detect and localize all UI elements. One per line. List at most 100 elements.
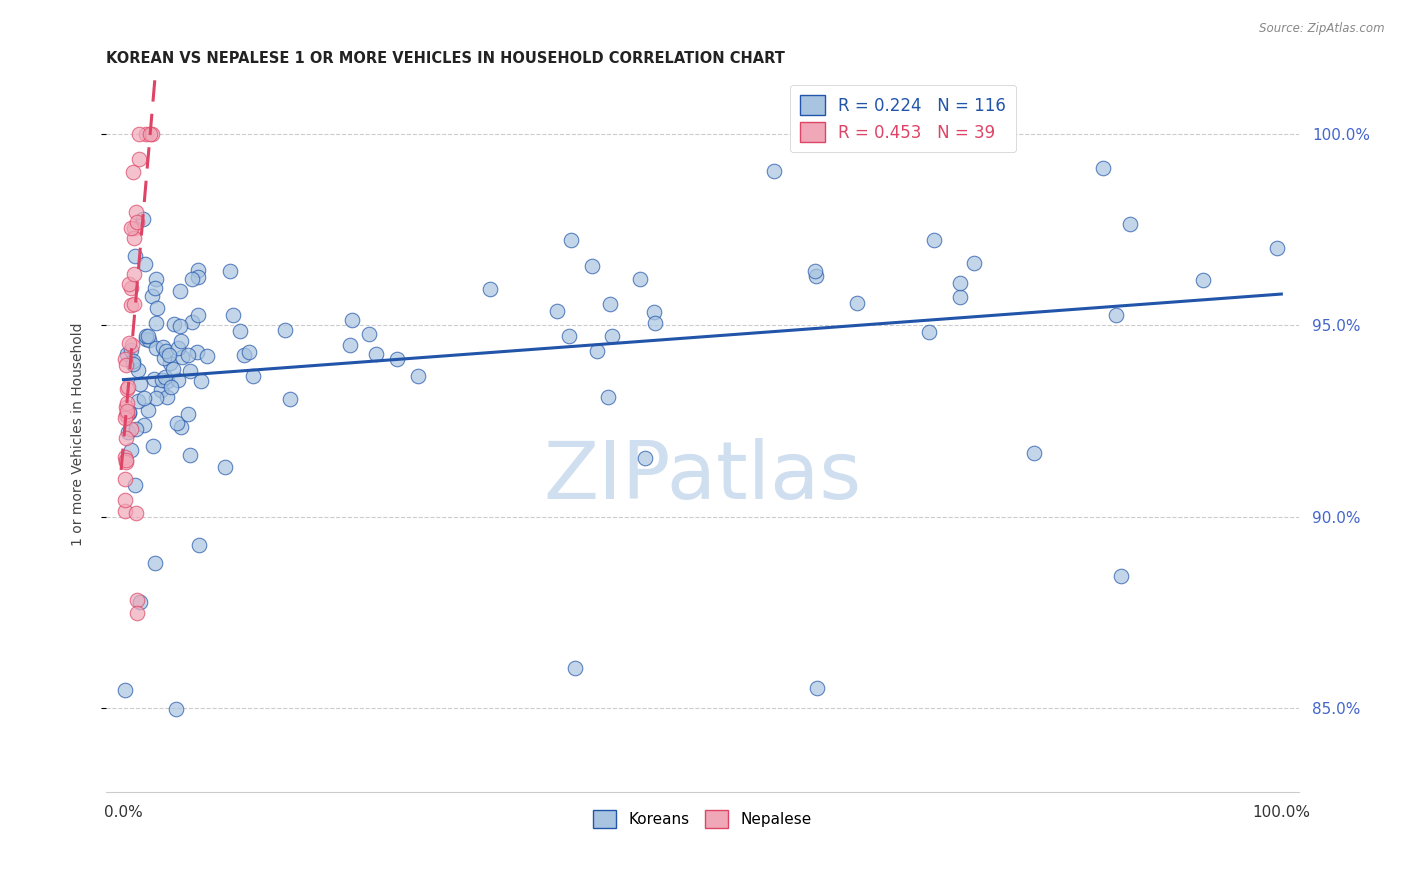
Point bbox=[114, 472, 136, 486]
Point bbox=[385, 352, 408, 367]
Point bbox=[132, 211, 155, 226]
Point bbox=[166, 416, 188, 430]
Point bbox=[122, 165, 145, 179]
Point bbox=[124, 231, 146, 245]
Point bbox=[145, 391, 167, 405]
Point bbox=[165, 702, 187, 716]
Point bbox=[117, 379, 139, 393]
Point bbox=[169, 334, 191, 348]
Point bbox=[128, 127, 150, 141]
Point bbox=[135, 328, 157, 343]
Point bbox=[188, 538, 211, 552]
Point bbox=[132, 418, 155, 433]
Y-axis label: 1 or more Vehicles in Household: 1 or more Vehicles in Household bbox=[72, 323, 86, 546]
Point bbox=[181, 271, 204, 285]
Point bbox=[280, 392, 302, 406]
Point bbox=[169, 284, 191, 298]
Point bbox=[159, 356, 181, 370]
Point bbox=[156, 390, 179, 404]
Point bbox=[195, 349, 218, 363]
Point bbox=[152, 340, 174, 354]
Point bbox=[644, 316, 666, 330]
Point bbox=[122, 267, 145, 281]
Point bbox=[129, 595, 152, 609]
Point bbox=[138, 333, 160, 347]
Point bbox=[142, 439, 165, 453]
Point bbox=[949, 290, 972, 304]
Point bbox=[114, 504, 136, 518]
Point bbox=[115, 400, 138, 414]
Point bbox=[599, 297, 621, 311]
Point bbox=[163, 317, 186, 331]
Point bbox=[214, 459, 236, 474]
Point bbox=[114, 683, 136, 698]
Point bbox=[127, 215, 149, 229]
Point bbox=[128, 377, 150, 392]
Point bbox=[242, 368, 264, 383]
Point bbox=[153, 369, 176, 384]
Point bbox=[340, 313, 363, 327]
Point bbox=[339, 338, 361, 352]
Point bbox=[1118, 217, 1140, 231]
Point bbox=[628, 272, 651, 286]
Point bbox=[806, 681, 828, 695]
Point bbox=[120, 297, 142, 311]
Point bbox=[219, 264, 242, 278]
Point bbox=[364, 347, 387, 361]
Point bbox=[357, 327, 380, 342]
Point bbox=[114, 450, 136, 464]
Point bbox=[145, 316, 167, 330]
Point bbox=[127, 393, 149, 408]
Point bbox=[150, 384, 173, 398]
Point bbox=[179, 364, 201, 378]
Point bbox=[560, 233, 582, 247]
Point bbox=[152, 351, 174, 366]
Point bbox=[145, 341, 167, 355]
Text: Source: ZipAtlas.com: Source: ZipAtlas.com bbox=[1260, 22, 1385, 36]
Point bbox=[124, 478, 146, 492]
Point bbox=[187, 262, 209, 277]
Point bbox=[122, 354, 145, 368]
Point bbox=[167, 373, 190, 387]
Point bbox=[114, 351, 136, 366]
Point bbox=[125, 205, 148, 219]
Point bbox=[145, 272, 167, 286]
Point bbox=[114, 452, 136, 467]
Point bbox=[136, 328, 159, 343]
Point bbox=[1192, 273, 1215, 287]
Point bbox=[190, 374, 212, 388]
Point bbox=[804, 269, 827, 284]
Point bbox=[762, 164, 785, 178]
Point bbox=[598, 390, 620, 404]
Point bbox=[114, 430, 136, 444]
Point bbox=[159, 380, 181, 394]
Point bbox=[222, 308, 245, 322]
Point bbox=[118, 405, 141, 419]
Point bbox=[406, 368, 429, 383]
Point bbox=[141, 127, 163, 141]
Point bbox=[963, 256, 986, 270]
Point bbox=[117, 425, 139, 440]
Point bbox=[233, 349, 256, 363]
Point bbox=[150, 373, 173, 387]
Point bbox=[643, 305, 665, 319]
Point bbox=[143, 372, 166, 386]
Point bbox=[117, 404, 139, 418]
Point bbox=[114, 408, 136, 422]
Point bbox=[479, 282, 502, 296]
Point bbox=[115, 408, 138, 422]
Point bbox=[128, 153, 150, 167]
Point bbox=[804, 264, 827, 278]
Point bbox=[187, 308, 209, 322]
Point bbox=[581, 259, 603, 273]
Point bbox=[115, 358, 138, 372]
Point bbox=[134, 257, 156, 271]
Point bbox=[229, 324, 252, 338]
Point bbox=[187, 270, 209, 285]
Point bbox=[162, 362, 184, 376]
Point bbox=[273, 323, 295, 337]
Point bbox=[922, 233, 945, 247]
Point bbox=[141, 288, 163, 302]
Point bbox=[167, 341, 190, 355]
Point bbox=[546, 304, 568, 318]
